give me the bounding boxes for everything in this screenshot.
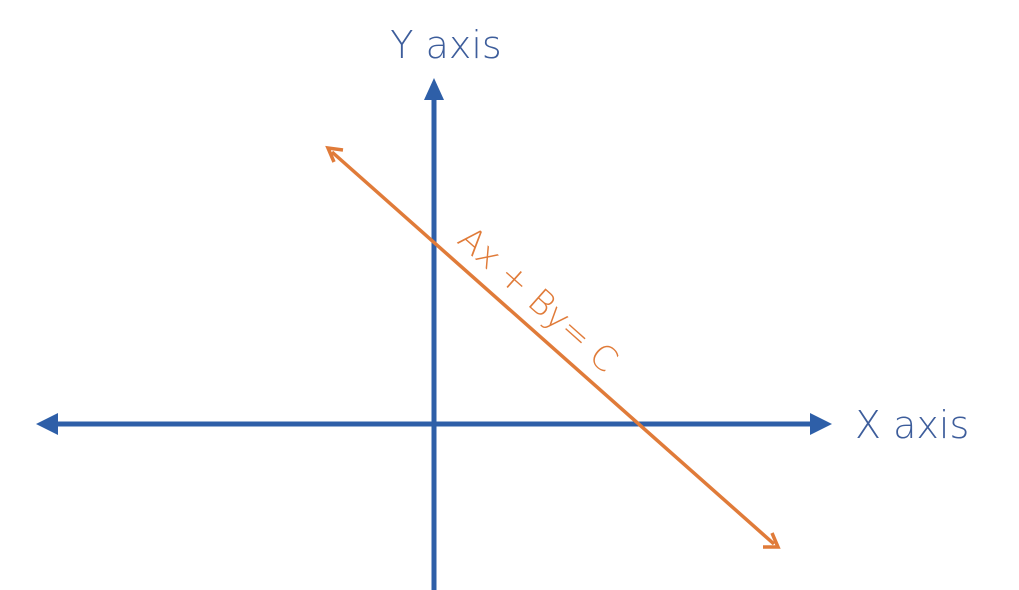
y-axis <box>424 78 444 590</box>
equation-line-end-arrow-icon <box>763 532 781 549</box>
x-axis-right-arrow-icon <box>810 413 832 435</box>
linear-equation-line <box>325 145 781 549</box>
equation-line-start-arrow-icon <box>325 145 344 163</box>
x-axis-label: X axis <box>855 403 969 447</box>
line-equation-label: Ax + By= C <box>450 219 625 381</box>
equation-line <box>330 150 776 546</box>
x-axis <box>36 413 832 435</box>
x-axis-left-arrow-icon <box>36 413 58 435</box>
y-axis-label: Y axis <box>390 23 501 67</box>
y-axis-arrow-icon <box>424 78 444 100</box>
